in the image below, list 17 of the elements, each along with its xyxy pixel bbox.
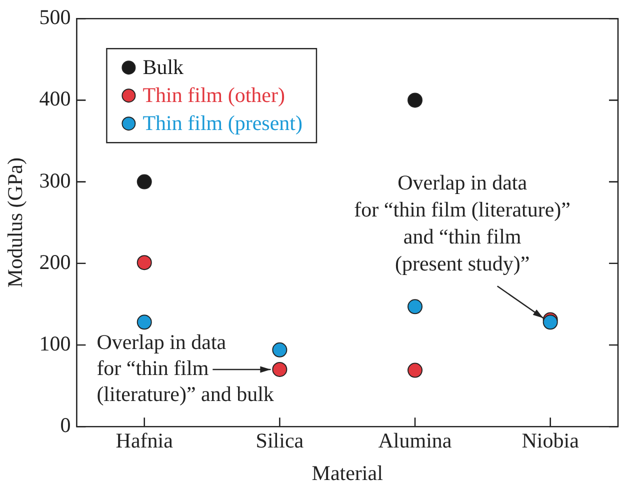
y-tick-label: 400 xyxy=(39,86,71,111)
y-tick-label: 200 xyxy=(39,250,71,274)
y-axis-title: Modulus (GPa) xyxy=(3,158,28,288)
x-tick-label: Alumina xyxy=(378,428,452,453)
annotation: Overlap in data for “thin film (literature)” and “thin film (present study)” xyxy=(354,170,570,276)
y-tick-label: 0 xyxy=(60,413,71,438)
annotation: Overlap in data for “thin film (literature)” and bulk xyxy=(96,330,274,406)
legend-label: Bulk xyxy=(142,55,184,80)
y-tick-label: 300 xyxy=(39,168,71,192)
y-tick-label: 500 xyxy=(39,5,71,30)
legend-label: Thin film (other) xyxy=(142,83,285,108)
legend-label: Thin film (present) xyxy=(142,111,302,136)
x-axis-title: Material xyxy=(312,460,384,485)
x-tick-label: Hafnia xyxy=(116,428,174,453)
x-tick-label: Silica xyxy=(256,428,304,453)
y-tick-label: 100 xyxy=(39,332,71,356)
x-tick-label: Niobia xyxy=(522,428,580,453)
